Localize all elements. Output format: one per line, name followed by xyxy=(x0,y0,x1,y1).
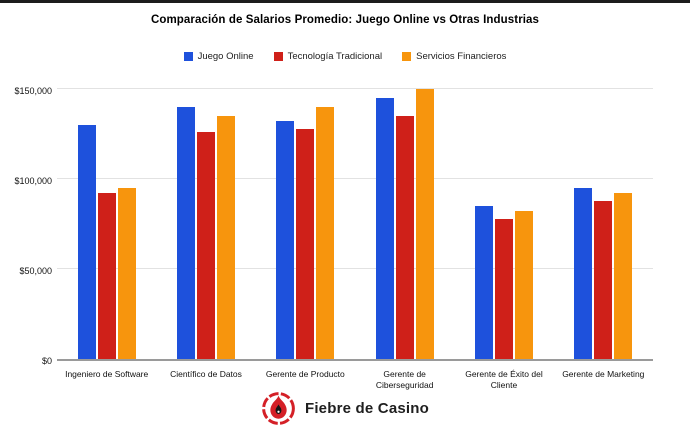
flame-icon xyxy=(262,392,295,425)
top-border xyxy=(0,0,690,3)
x-axis-category-label: Ingeniero de Software xyxy=(65,369,149,379)
legend-swatch-icon xyxy=(402,52,412,61)
x-axis-category-label: Gerente de Ciberseguridad xyxy=(375,369,434,390)
y-axis-tick-label: $150,000 xyxy=(14,86,52,96)
y-axis: $0 $50,000 $100,000 $150,000 xyxy=(0,85,52,366)
bar-s0-c3 xyxy=(375,98,394,359)
gridline xyxy=(57,268,653,269)
bar-s1-c1 xyxy=(196,132,215,359)
bar-s2-c5 xyxy=(614,193,633,359)
bar-group-5 xyxy=(554,85,653,359)
legend-item-1: Tecnología Tradicional xyxy=(273,51,383,62)
legend-swatch-icon xyxy=(273,52,283,61)
bar-s2-c0 xyxy=(117,188,136,359)
bar-s0-c1 xyxy=(176,107,195,359)
bar-s1-c5 xyxy=(594,200,613,359)
legend-item-2: Servicios Financieros xyxy=(402,51,506,62)
bar-s0-c4 xyxy=(474,206,493,359)
legend-label: Juego Online xyxy=(197,51,254,62)
y-axis-tick-label: $50,000 xyxy=(19,266,52,276)
gridline xyxy=(57,178,653,179)
bar-s2-c4 xyxy=(514,211,533,359)
x-axis-category-label: Científico de Datos xyxy=(170,369,242,379)
bar-s1-c2 xyxy=(296,128,315,359)
bar-s1-c0 xyxy=(97,193,116,359)
chart-title: Comparación de Salarios Promedio: Juego … xyxy=(150,14,540,26)
bar-group-0 xyxy=(57,85,156,359)
bar-s0-c2 xyxy=(276,121,295,359)
bar-group-3 xyxy=(355,85,454,359)
bar-s2-c3 xyxy=(415,89,434,359)
bar-s2-c2 xyxy=(316,107,335,359)
x-axis-category-label: Gerente de Éxito del Cliente xyxy=(465,369,543,390)
legend-label: Servicios Financieros xyxy=(416,51,507,62)
bar-s0-c0 xyxy=(77,125,96,359)
y-axis-tick-label: $0 xyxy=(41,356,52,366)
bar-group-2 xyxy=(256,85,355,359)
x-axis: Ingeniero de Software Científico de Datos… xyxy=(57,369,653,390)
chart-legend: Juego Online Tecnología Tradicional Servic… xyxy=(0,51,690,62)
y-axis-tick-label: $100,000 xyxy=(14,176,52,186)
bar-group-1 xyxy=(156,85,255,359)
x-axis-category-label: Gerente de Producto xyxy=(265,369,345,379)
plot-area xyxy=(57,85,653,361)
gridline xyxy=(57,88,653,89)
bar-group-4 xyxy=(454,85,553,359)
brand-name: Fiebre de Casino xyxy=(304,400,430,417)
brand-footer: Fiebre de Casino xyxy=(0,391,690,426)
legend-label: Tecnología Tradicional xyxy=(287,51,383,62)
bar-s2-c1 xyxy=(216,116,235,359)
legend-swatch-icon xyxy=(183,52,193,61)
x-axis-category-label: Gerente de Marketing xyxy=(562,369,645,379)
bar-s1-c4 xyxy=(494,218,513,359)
bar-groups xyxy=(57,85,653,359)
bar-s1-c3 xyxy=(395,116,414,359)
bar-s0-c5 xyxy=(574,188,593,359)
legend-item-0: Juego Online xyxy=(183,51,254,62)
